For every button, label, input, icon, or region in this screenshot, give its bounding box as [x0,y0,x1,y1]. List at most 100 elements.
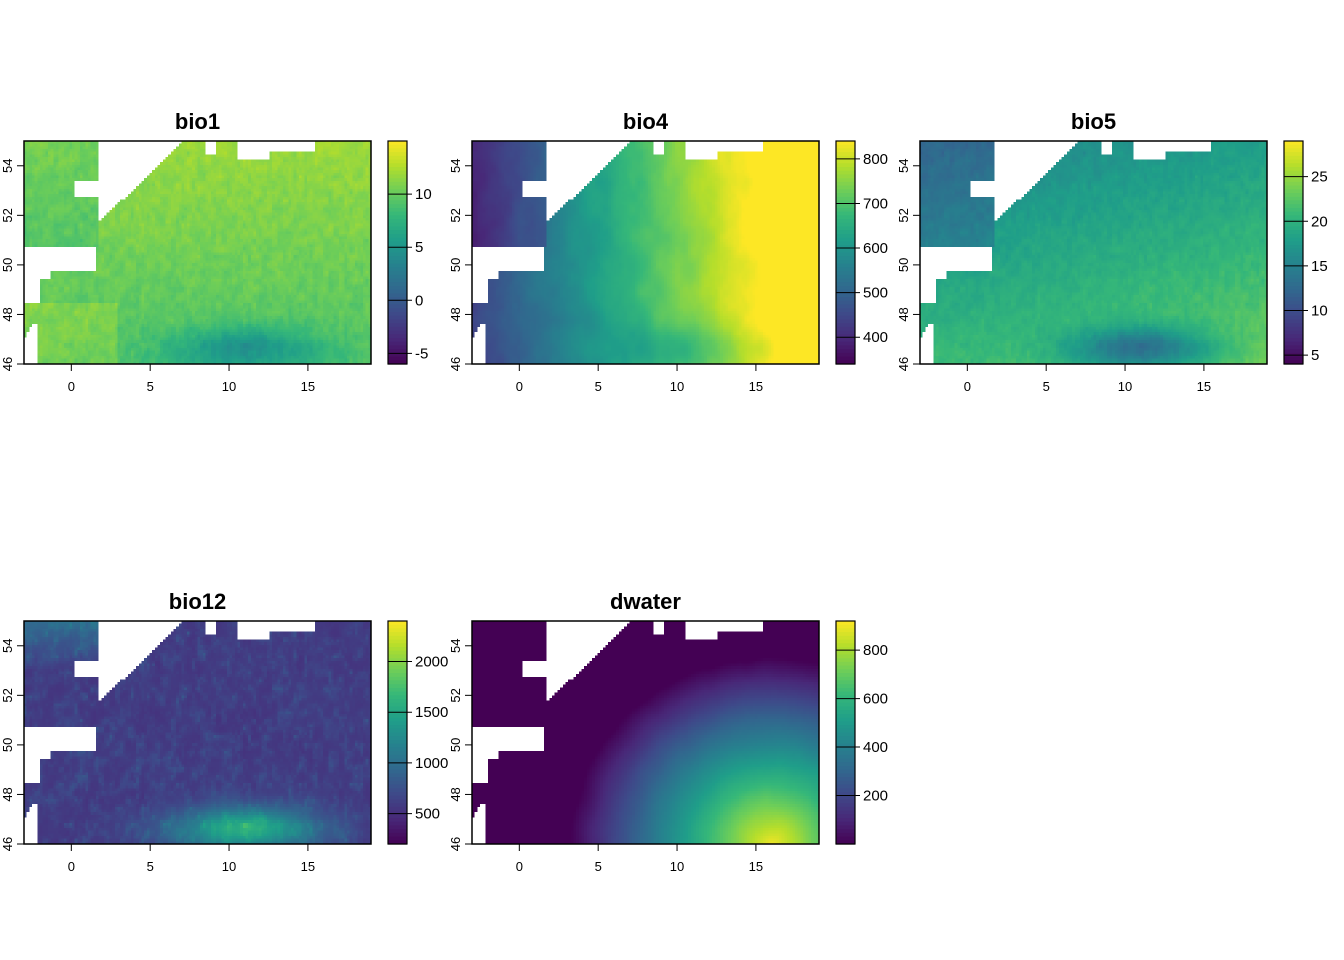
legend-swatch [836,777,855,782]
legend-swatch [836,274,855,280]
legend-swatch [388,215,407,220]
legend-tick-label: 600 [863,240,888,257]
legend-swatch [836,293,855,298]
legend-tick-label: 600 [863,691,888,708]
legend-swatch [1284,349,1303,354]
legend-swatch [388,148,407,153]
legend-swatch [836,278,855,283]
legend-swatch [836,148,855,153]
legend-tick-label: 800 [863,642,888,659]
legend-frame [387,140,408,365]
legend-swatch [836,241,855,246]
legend-swatch [1284,285,1303,291]
legend-swatch [836,773,855,778]
legend-swatch [388,315,407,320]
legend-swatch [1284,274,1303,280]
legend-swatch [836,635,855,641]
raster-dwater [472,621,819,844]
legend-swatch [388,825,407,830]
legend-swatch [836,676,855,682]
y-tick-label: 54 [448,639,463,653]
x-tick-label: 10 [670,859,684,874]
legend-tick-label: -5 [415,345,428,362]
legend-swatch [388,193,407,198]
legend-swatch [836,300,855,306]
legend-swatch [388,167,407,172]
legend-swatch [1284,319,1303,324]
legend-swatch [836,661,855,667]
legend-swatch [388,832,407,838]
legend-tick-label: 20 [1311,213,1328,230]
plot-frame [471,620,820,845]
legend-swatch [388,728,407,734]
legend-swatch [1284,185,1303,190]
legend-swatch [388,836,407,841]
panel-bio5: bio5 0 5 10 15 46 48 50 52 54 5 10 15 20 25 [896,109,1328,394]
legend-swatch [388,233,407,239]
legend-swatch [836,706,855,711]
x-tick-label: 5 [147,859,154,874]
y-tick-label: 50 [0,738,15,752]
legend-swatch [388,181,407,187]
legend-swatch [836,814,855,819]
legend-swatch [836,732,855,737]
legend-swatch [388,695,407,700]
plot-frame [23,140,372,365]
legend-swatch [388,222,407,228]
legend-swatch [388,758,407,763]
legend-swatch [388,743,407,748]
legend-swatch [388,784,407,789]
legend-swatch [836,639,855,644]
legend-swatch [836,349,855,354]
legend-swatch [836,717,855,722]
x-tick-label: 15 [1197,379,1211,394]
legend-swatch [388,777,407,782]
legend-swatch [388,237,407,242]
y-tick-label: 46 [0,837,15,851]
legend-swatch [836,643,855,648]
legend-swatch [836,647,855,652]
y-tick-label: 46 [896,357,911,371]
x-tick-label: 10 [222,859,236,874]
legend-swatch [836,710,855,715]
legend-swatch [836,334,855,339]
y-tick-label: 48 [0,787,15,801]
legend-swatch [1284,289,1303,294]
raster-bio1 [24,141,371,364]
legend-swatch [388,226,407,231]
legend-swatch [836,326,855,332]
legend-swatch [1284,252,1303,257]
legend-swatch [836,289,855,294]
legend-swatch [836,144,855,150]
legend-swatch [836,337,855,343]
x-tick-label: 10 [222,379,236,394]
legend-swatch [388,643,407,648]
legend-swatch [388,713,407,719]
legend-tick-label: 25 [1311,169,1328,186]
y-tick-label: 52 [896,208,911,222]
x-tick-label: 10 [1118,379,1132,394]
legend-swatch [836,702,855,708]
legend-swatch [836,836,855,841]
legend-swatch [836,141,855,146]
legend-swatch [388,725,407,730]
legend-swatch [836,725,855,730]
panel-bio12: bio12 0 5 10 15 46 48 50 52 54 500 1000 1500 2000 [0,589,448,874]
legend-swatch [388,337,407,343]
legend-swatch [388,650,407,656]
legend-swatch [836,658,855,663]
x-tick-label: 0 [964,379,971,394]
legend-swatch [836,189,855,194]
legend-swatch [836,628,855,633]
legend-swatch [388,806,407,812]
legend-swatch [1284,141,1303,146]
raster-bio12 [24,621,371,844]
panel-bio1: bio1 0 5 10 15 46 48 50 52 54 -5 0 5 10 [0,109,432,394]
legend-swatch [388,144,407,150]
legend-swatch [836,758,855,763]
legend-swatch [388,799,407,804]
legend-swatch [388,621,407,626]
legend-swatch [388,669,407,674]
panel-title: dwater [610,589,681,614]
panel-title: bio1 [175,109,220,134]
